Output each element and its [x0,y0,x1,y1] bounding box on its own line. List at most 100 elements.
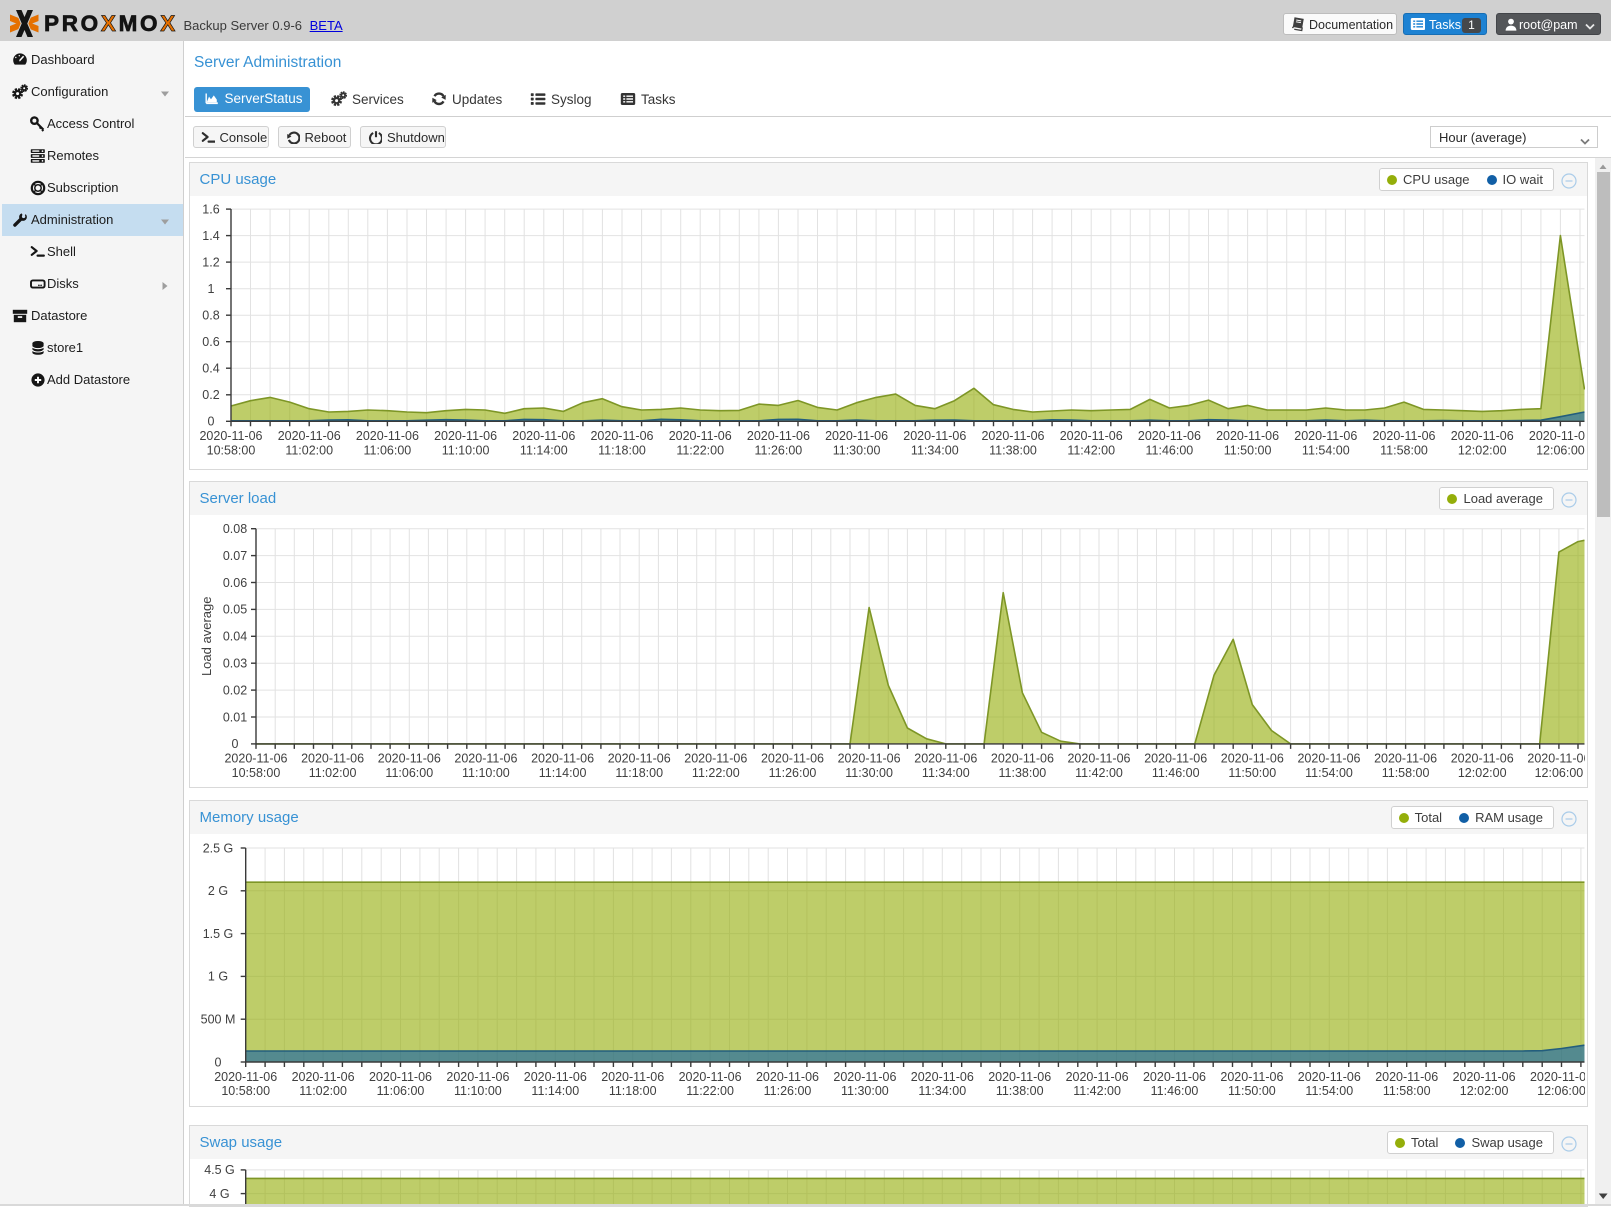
svg-text:2020-11-06: 2020-11-06 [368,1070,431,1084]
svg-text:2020-11-06: 2020-11-06 [1220,1070,1283,1084]
svg-text:11:06:00: 11:06:00 [385,766,433,780]
svg-text:2020-11-06: 2020-11-06 [377,752,440,766]
svg-text:2020-11-06: 2020-11-06 [1374,752,1437,766]
svg-text:11:10:00: 11:10:00 [441,444,489,458]
svg-text:1: 1 [207,282,214,296]
svg-text:2020-11-06: 2020-11-06 [1137,429,1200,443]
svg-text:2.5 G: 2.5 G [202,841,233,855]
svg-text:2020-11-06: 2020-11-06 [910,1070,973,1084]
svg-text:11:34:00: 11:34:00 [918,1084,966,1098]
svg-text:2020-11-06: 2020-11-06 [1059,429,1122,443]
svg-text:11:14:00: 11:14:00 [538,766,586,780]
svg-text:10:58:00: 10:58:00 [206,444,255,458]
svg-text:2020-11-06: 2020-11-06 [301,752,364,766]
svg-text:11:18:00: 11:18:00 [608,1084,656,1098]
svg-text:2020-11-06: 2020-11-06 [678,1070,741,1084]
svg-text:2020-11-06: 2020-11-06 [1372,429,1435,443]
svg-text:2020-11-06: 2020-11-06 [1142,1070,1205,1084]
svg-text:2020-11-06: 2020-11-06 [214,1070,277,1084]
svg-text:1 G: 1 G [207,970,227,984]
svg-text:2020-11-06: 2020-11-06 [1297,1070,1360,1084]
svg-text:11:34:00: 11:34:00 [910,444,958,458]
svg-text:2020-11-06: 2020-11-06 [1297,752,1360,766]
svg-text:2020-11-06: 2020-11-06 [837,752,900,766]
svg-text:11:42:00: 11:42:00 [1075,766,1123,780]
svg-text:2020-11-06: 2020-11-06 [981,429,1044,443]
svg-text:0.05: 0.05 [222,603,246,617]
svg-text:11:38:00: 11:38:00 [998,766,1046,780]
svg-text:11:50:00: 11:50:00 [1228,766,1276,780]
svg-text:0.02: 0.02 [222,683,246,697]
svg-text:11:58:00: 11:58:00 [1380,444,1428,458]
svg-text:2020-11-06: 2020-11-06 [601,1070,664,1084]
svg-text:11:58:00: 11:58:00 [1381,766,1429,780]
svg-text:2020-11-06: 2020-11-06 [1529,1070,1584,1084]
svg-text:2020-11-06: 2020-11-06 [825,429,888,443]
svg-text:0.6: 0.6 [202,335,219,349]
svg-text:1.2: 1.2 [202,255,219,269]
svg-text:0.2: 0.2 [202,388,219,402]
svg-text:11:58:00: 11:58:00 [1382,1084,1430,1098]
svg-text:12:06:00: 12:06:00 [1536,444,1585,458]
svg-text:12:02:00: 12:02:00 [1459,1084,1508,1098]
svg-text:11:46:00: 11:46:00 [1151,766,1199,780]
svg-text:2020-11-06: 2020-11-06 [454,752,517,766]
svg-text:11:22:00: 11:22:00 [691,766,739,780]
svg-text:11:14:00: 11:14:00 [519,444,567,458]
svg-text:2020-11-06: 2020-11-06 [224,752,287,766]
svg-text:1.6: 1.6 [202,202,219,216]
svg-text:11:02:00: 11:02:00 [308,766,356,780]
svg-text:2020-11-06: 2020-11-06 [512,429,575,443]
svg-text:2020-11-06: 2020-11-06 [1067,752,1130,766]
svg-text:2020-11-06: 2020-11-06 [523,1070,586,1084]
svg-text:11:22:00: 11:22:00 [676,444,724,458]
svg-text:11:30:00: 11:30:00 [832,444,880,458]
svg-text:2020-11-06: 2020-11-06 [903,429,966,443]
svg-text:11:26:00: 11:26:00 [768,766,816,780]
svg-text:2020-11-06: 2020-11-06 [746,429,809,443]
svg-text:2020-11-06: 2020-11-06 [1375,1070,1438,1084]
svg-text:2020-11-06: 2020-11-06 [1450,752,1513,766]
svg-text:10:58:00: 10:58:00 [221,1084,270,1098]
svg-text:2020-11-06: 2020-11-06 [1220,752,1283,766]
svg-text:0.4: 0.4 [202,362,219,376]
svg-text:2020-11-06: 2020-11-06 [1528,429,1584,443]
svg-text:11:02:00: 11:02:00 [299,1084,347,1098]
svg-text:2020-11-06: 2020-11-06 [277,429,340,443]
svg-text:2 G: 2 G [207,884,227,898]
svg-text:2020-11-06: 2020-11-06 [1294,429,1357,443]
svg-text:11:46:00: 11:46:00 [1150,1084,1198,1098]
svg-text:11:18:00: 11:18:00 [615,766,663,780]
svg-text:0: 0 [214,1055,221,1069]
svg-text:1.4: 1.4 [202,229,219,243]
svg-text:12:02:00: 12:02:00 [1457,444,1506,458]
svg-text:2020-11-06: 2020-11-06 [1527,752,1585,766]
svg-text:11:10:00: 11:10:00 [454,1084,502,1098]
svg-text:2020-11-06: 2020-11-06 [199,429,262,443]
svg-text:11:42:00: 11:42:00 [1067,444,1115,458]
svg-text:2020-11-06: 2020-11-06 [755,1070,818,1084]
svg-text:11:42:00: 11:42:00 [1073,1084,1121,1098]
svg-text:2020-11-06: 2020-11-06 [990,752,1053,766]
svg-text:0.03: 0.03 [222,657,246,671]
svg-text:0.04: 0.04 [222,630,246,644]
svg-text:11:06:00: 11:06:00 [376,1084,424,1098]
svg-text:2020-11-06: 2020-11-06 [1216,429,1279,443]
svg-text:2020-11-06: 2020-11-06 [914,752,977,766]
svg-text:11:14:00: 11:14:00 [531,1084,579,1098]
svg-text:0: 0 [231,737,238,751]
svg-text:2020-11-06: 2020-11-06 [1450,429,1513,443]
svg-text:11:54:00: 11:54:00 [1305,766,1353,780]
svg-text:12:02:00: 12:02:00 [1457,766,1506,780]
svg-text:11:26:00: 11:26:00 [754,444,802,458]
svg-text:11:38:00: 11:38:00 [989,444,1037,458]
svg-text:2020-11-06: 2020-11-06 [590,429,653,443]
svg-text:11:26:00: 11:26:00 [763,1084,811,1098]
svg-text:11:10:00: 11:10:00 [462,766,510,780]
svg-text:0.08: 0.08 [222,522,246,536]
svg-text:2020-11-06: 2020-11-06 [668,429,731,443]
svg-text:2020-11-06: 2020-11-06 [434,429,497,443]
svg-text:11:50:00: 11:50:00 [1228,1084,1276,1098]
svg-text:2020-11-06: 2020-11-06 [684,752,747,766]
svg-text:0.07: 0.07 [222,549,246,563]
